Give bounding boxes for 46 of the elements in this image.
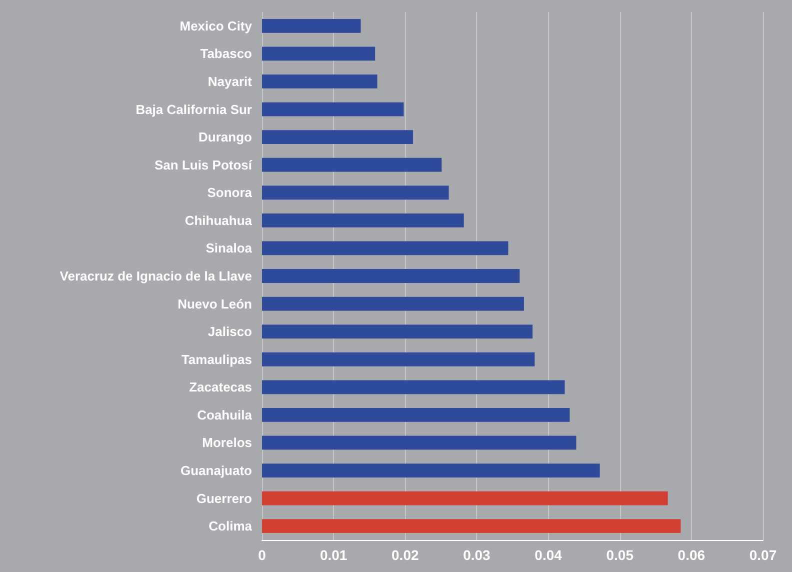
y-tick-label: Durango	[198, 130, 252, 145]
y-tick-label: Mexico City	[180, 18, 253, 34]
bar	[262, 464, 600, 478]
y-tick-label: Guerrero	[196, 490, 252, 506]
bar	[262, 519, 681, 534]
bar	[262, 186, 449, 200]
bar	[262, 102, 404, 116]
y-tick-label: Sinaloa	[206, 240, 253, 256]
x-tick-label: 0.03	[463, 547, 491, 563]
bar	[262, 18, 361, 33]
y-tick-label: Sonora	[207, 185, 253, 200]
y-tick-label: Chihuahua	[184, 212, 253, 228]
x-tick-label: 0.02	[392, 547, 419, 563]
y-tick-label: Tabasco	[200, 46, 252, 62]
x-tick-label: 0.04	[534, 547, 562, 563]
bar	[262, 158, 442, 172]
bar	[262, 74, 378, 88]
bar	[262, 436, 576, 450]
y-tick-label: Colima	[208, 518, 253, 534]
x-tick-label: 0.06	[678, 547, 706, 563]
bar	[262, 380, 565, 394]
bar	[262, 46, 376, 61]
bar	[262, 241, 508, 256]
y-tick-label: Baja California Sur	[136, 102, 252, 117]
y-tick-label: Jalisco	[208, 324, 252, 340]
x-tick-label: 0	[258, 547, 266, 563]
x-tick-label: 0.05	[606, 547, 634, 563]
bar	[262, 324, 533, 339]
bar	[262, 269, 520, 283]
bar	[262, 408, 570, 422]
bar	[262, 296, 524, 311]
bar	[262, 130, 414, 144]
x-tick-label: 0.01	[320, 547, 348, 563]
y-tick-label: Nuevo León	[178, 296, 252, 312]
y-tick-label: Guanajuato	[180, 463, 252, 478]
y-tick-label: Coahuila	[197, 407, 253, 422]
y-tick-label: Veracruz de Ignacio de la Llave	[60, 268, 252, 284]
bar	[262, 491, 668, 506]
x-tick-label: 0.07	[749, 547, 777, 563]
bar	[262, 352, 535, 366]
y-tick-label: San Luis Potosí	[154, 157, 252, 172]
y-tick-label: Nayarit	[208, 74, 253, 89]
y-tick-label: Zacatecas	[189, 380, 252, 395]
bar	[262, 213, 464, 228]
y-tick-label: Tamaulipas	[181, 352, 252, 367]
y-tick-label: Morelos	[202, 435, 252, 450]
